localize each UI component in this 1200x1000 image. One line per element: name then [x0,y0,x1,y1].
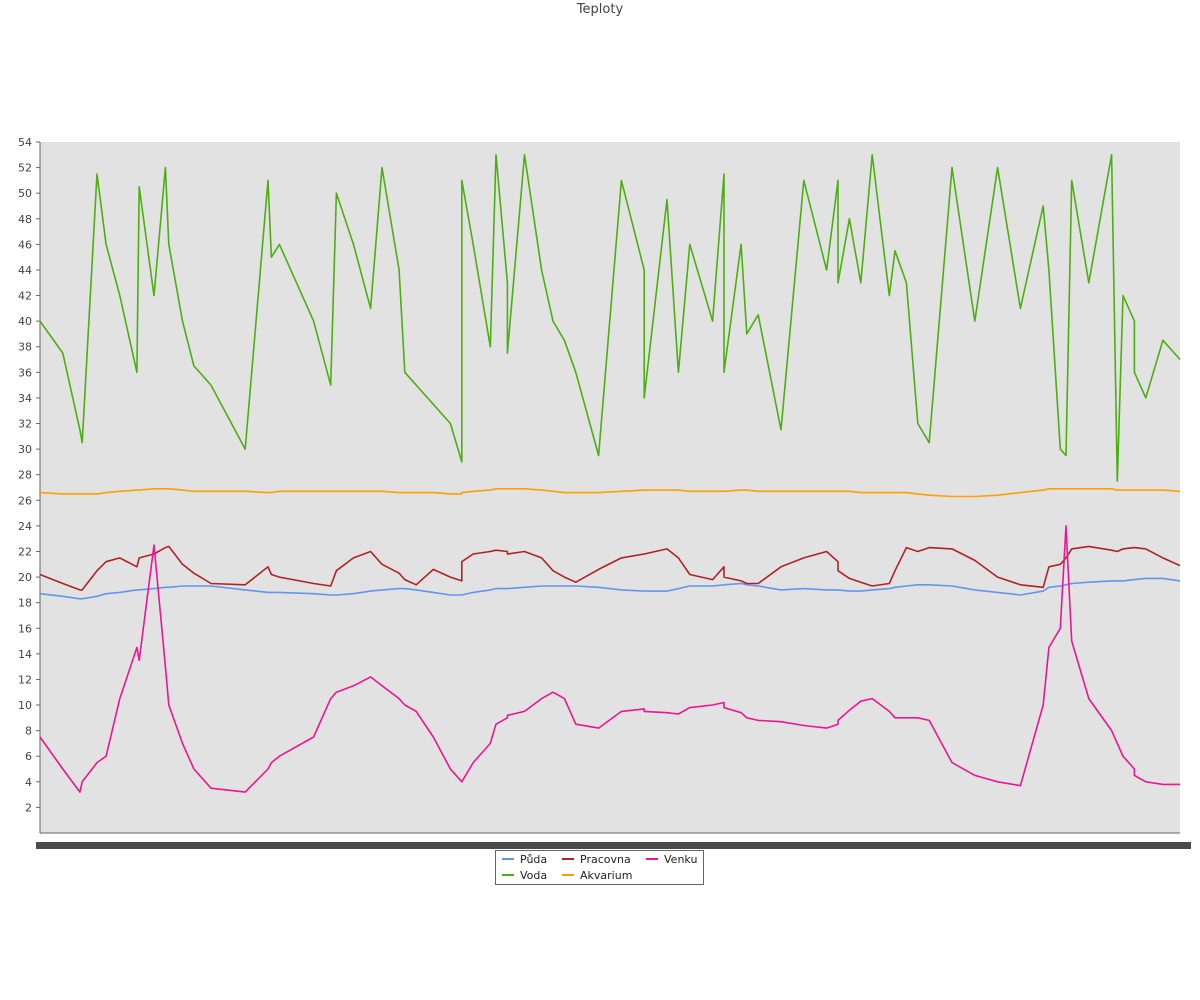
y-tick-label: 30 [18,443,32,456]
y-tick-label: 40 [18,315,32,328]
plot-area-background [40,142,1180,833]
y-tick-label: 46 [18,238,32,251]
legend-label: Pracovna [580,853,631,866]
legend-item: Voda [502,869,547,882]
y-tick-label: 2 [25,801,32,814]
legend-swatch [502,858,514,860]
y-tick-label: 28 [18,469,32,482]
legend-label: Půda [520,853,548,866]
y-tick-label: 36 [18,366,32,379]
y-tick-label: 38 [18,341,32,354]
x-tick-label-band [36,842,1191,849]
y-axis: 2468101214161820222426283032343638404244… [18,136,41,833]
legend-label: Venku [664,853,698,866]
legend-item: Venku [646,853,697,866]
series-layer [39,154,1181,793]
legend-swatch [562,858,574,860]
legend-label: Voda [520,869,548,882]
chart-title: Teploty [576,2,624,17]
legend-swatch [562,874,574,876]
series-line-p-da [39,577,1181,600]
y-tick-label: 42 [18,290,32,303]
legend-item: Akvarium [562,869,632,882]
y-tick-label: 50 [18,187,32,200]
y-tick-label: 18 [18,597,32,610]
y-tick-label: 16 [18,622,32,635]
y-tick-label: 20 [18,571,32,584]
series-line-voda [39,154,1181,482]
y-tick-label: 44 [18,264,32,277]
series-line-venku [39,525,1180,793]
y-tick-label: 54 [18,136,32,149]
legend-label: Akvarium [580,869,633,882]
y-tick-label: 26 [18,494,32,507]
y-tick-label: 8 [25,725,32,738]
y-tick-label: 4 [25,776,32,789]
y-tick-label: 14 [18,648,32,661]
series-line-akvarium [39,487,1181,498]
legend-swatch [646,858,658,860]
x-axis [36,832,1191,849]
y-tick-label: 34 [18,392,32,405]
series-line-pracovna [39,545,1181,591]
y-tick-label: 48 [18,213,32,226]
legend: Půda Pracovna Venku Voda Akvarium [495,850,704,885]
y-tick-label: 52 [18,162,32,175]
legend-item: Pracovna [562,853,631,866]
legend-swatch [502,874,514,876]
y-tick-label: 12 [18,673,32,686]
y-tick-label: 24 [18,520,32,533]
y-tick-label: 10 [18,699,32,712]
legend-item: Půda [502,853,547,866]
y-tick-label: 6 [25,750,32,763]
y-tick-label: 32 [18,418,32,431]
y-tick-label: 22 [18,545,32,558]
